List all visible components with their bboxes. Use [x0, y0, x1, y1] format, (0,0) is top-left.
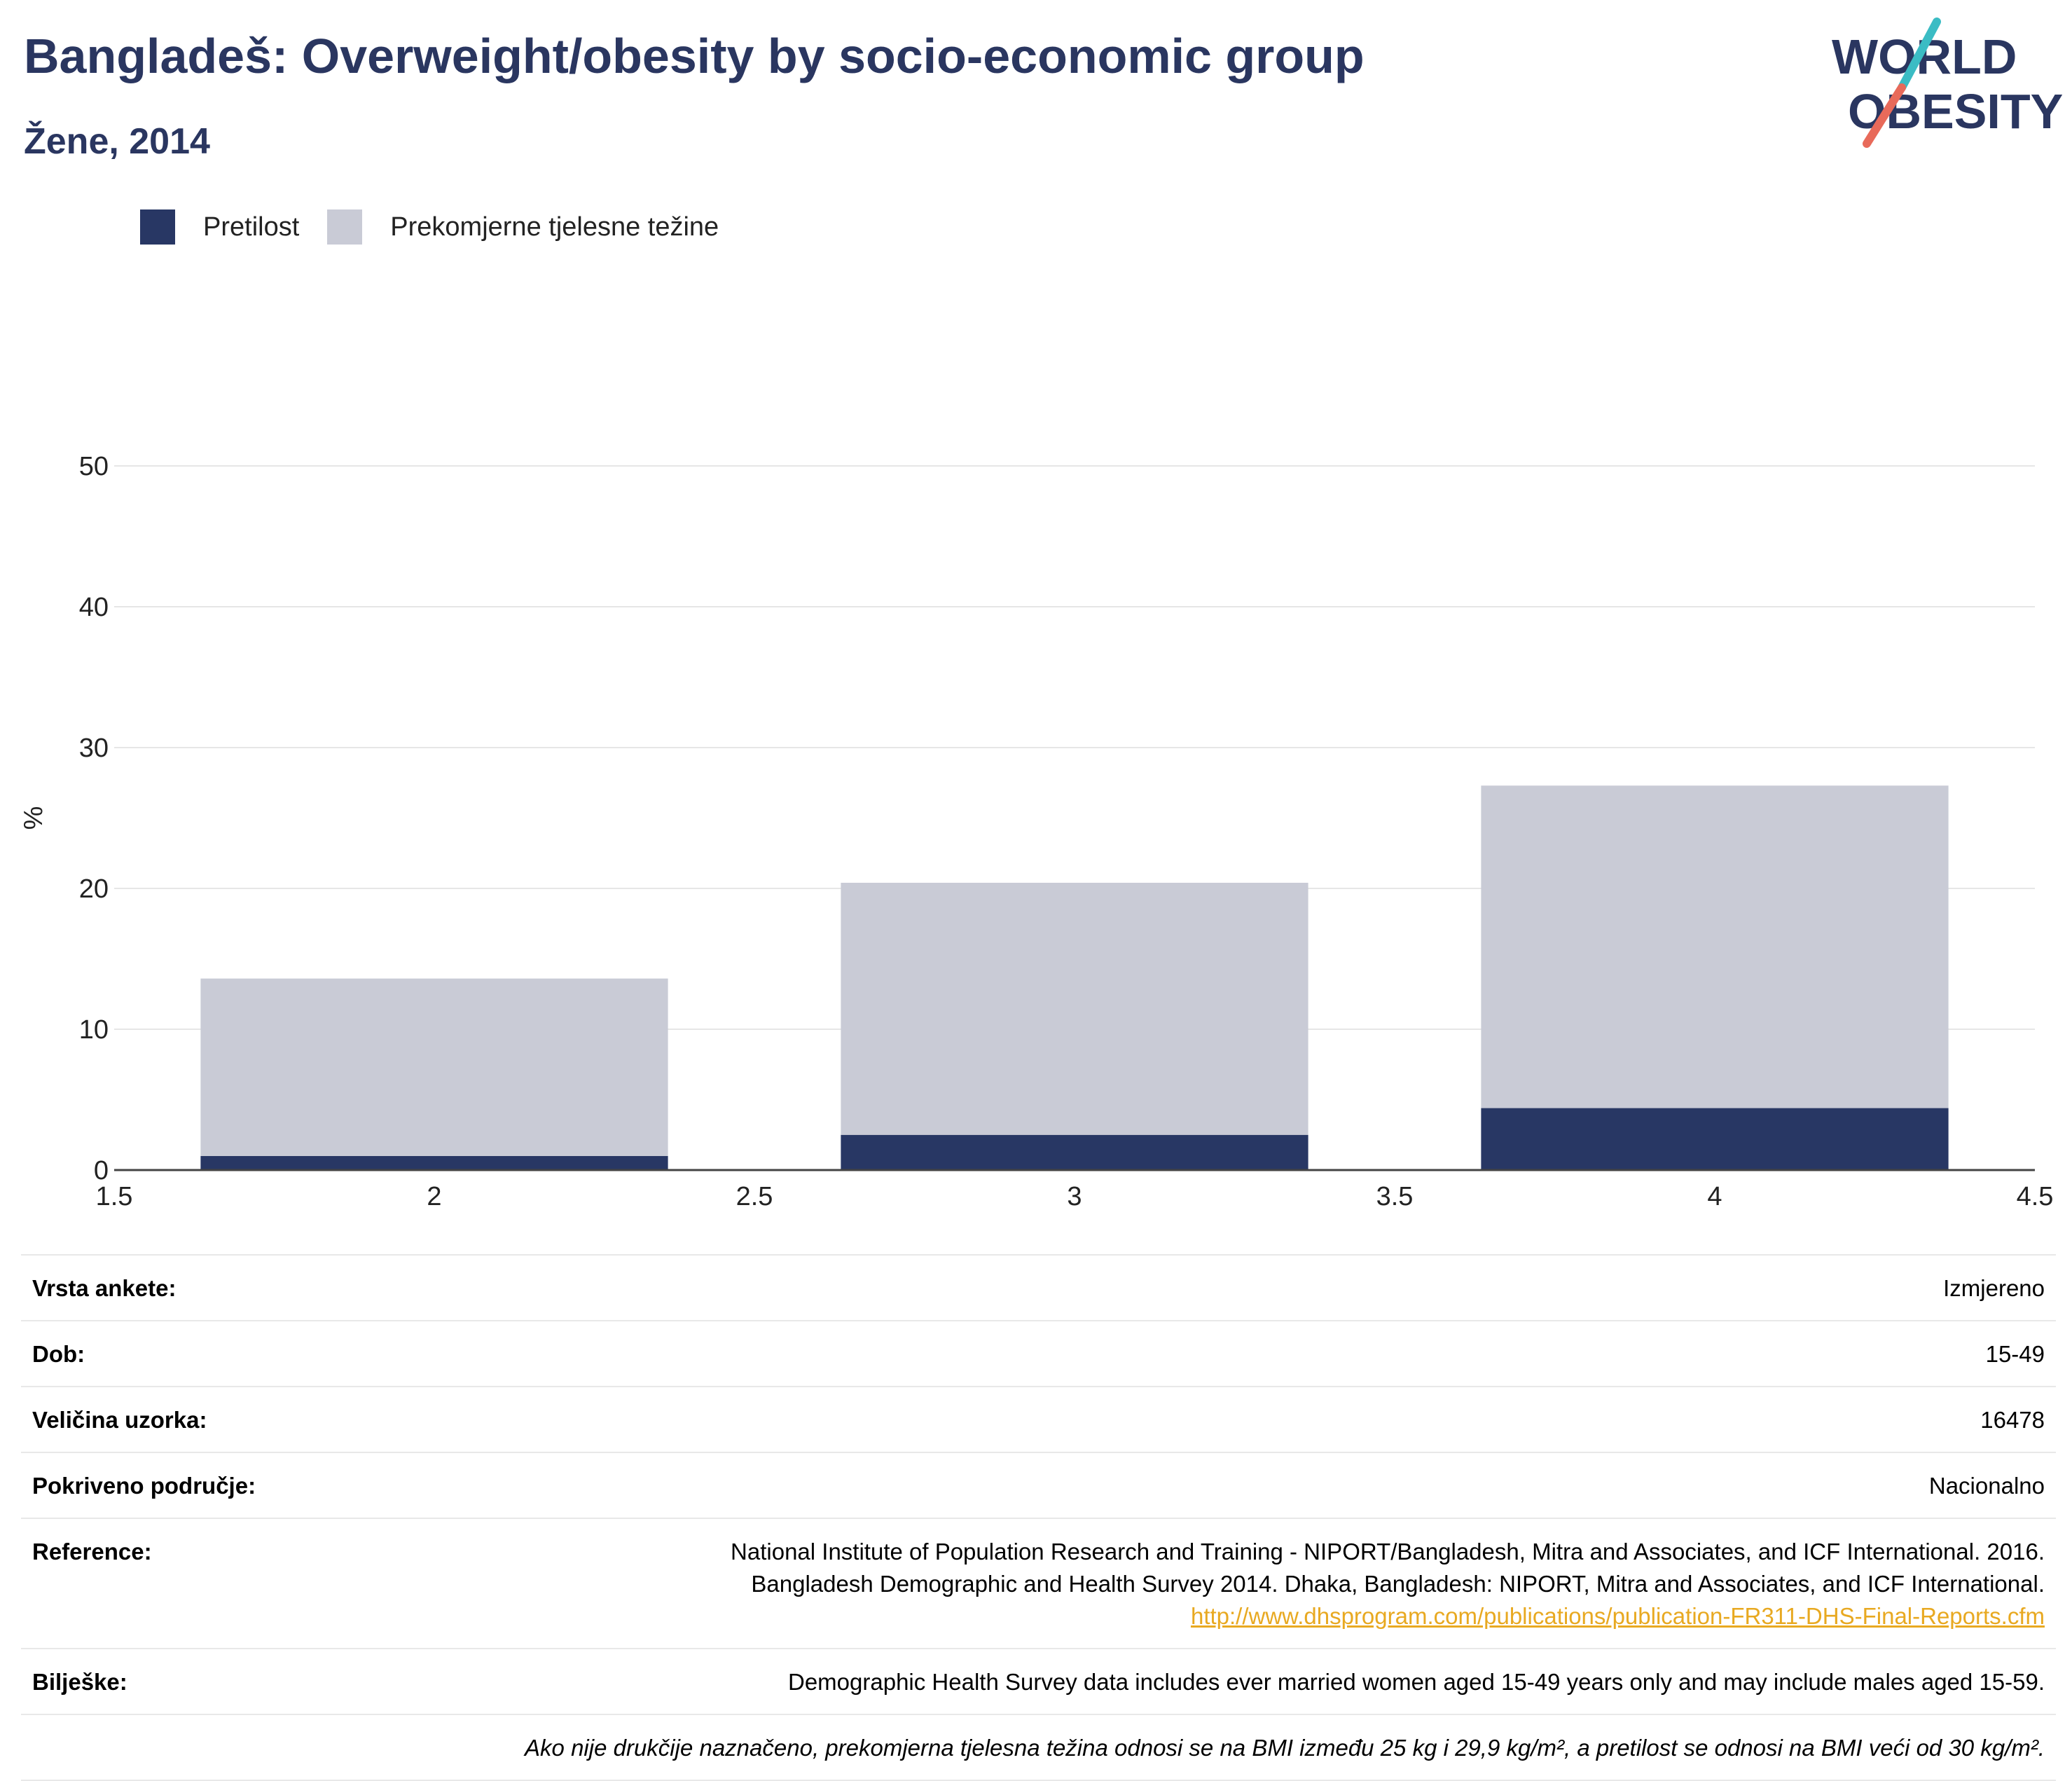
legend-item-overweight[interactable]: Prekomjerne tjelesne težine [327, 209, 719, 245]
y-tick-label: 50 [79, 452, 109, 481]
legend-swatch-obesity [140, 209, 175, 245]
info-value-coverage: Nacionalno [1928, 1473, 2045, 1499]
logo-slash-top [1898, 18, 1941, 92]
info-row-reference: Reference: National Institute of Populat… [21, 1519, 2056, 1649]
bar-chart: 0 10 20 30 40 50 1.5 2 2.5 3 3.5 4 4.5 % [19, 452, 2054, 1211]
info-value-survey-type: Izmjereno [1943, 1275, 2045, 1301]
info-row-footnote: Ako nije drukčije naznačeno, prekomjerna… [21, 1715, 2056, 1781]
chart-subtitle: Žene, 2014 [24, 121, 210, 162]
x-tick-label: 4.5 [2017, 1182, 2054, 1211]
y-tick-label: 30 [79, 734, 109, 763]
bar-obesity-3[interactable] [841, 1134, 1308, 1170]
bar-overweight-4[interactable] [1481, 785, 1949, 1108]
info-row-notes: Bilješke: Demographic Health Survey data… [21, 1649, 2056, 1715]
bar-obesity-2[interactable] [200, 1155, 668, 1170]
x-tick-label: 1.5 [96, 1182, 133, 1211]
info-label-reference: Reference: [32, 1539, 152, 1565]
info-label-coverage: Pokriveno područje: [32, 1473, 256, 1499]
bar-overweight-2[interactable] [200, 978, 668, 1156]
info-value-notes: Demographic Health Survey data includes … [788, 1669, 2045, 1695]
reference-line-2: Bangladesh Demographic and Health Survey… [751, 1571, 2045, 1597]
legend-label-obesity: Pretilost [203, 212, 300, 242]
info-row-coverage: Pokriveno područje: Nacionalno [21, 1453, 2056, 1519]
info-value-age: 15-49 [1985, 1341, 2045, 1367]
info-row-survey-type: Vrsta ankete: Izmjereno [21, 1256, 2056, 1321]
survey-info-table: Vrsta ankete: Izmjereno Dob: 15-49 Velič… [21, 1254, 2056, 1781]
chart-title: Bangladeš: Overweight/obesity by socio-e… [24, 29, 1365, 83]
logo-text-obesity: OBESITY [1848, 84, 2063, 139]
chart-legend: Pretilost Prekomjerne tjelesne težine [140, 207, 747, 247]
bar-overweight-3[interactable] [841, 882, 1308, 1135]
x-tick-label: 2 [427, 1182, 441, 1211]
info-label-age: Dob: [32, 1341, 85, 1367]
x-tick-label: 3.5 [1376, 1182, 1414, 1211]
legend-label-overweight: Prekomjerne tjelesne težine [390, 212, 719, 242]
y-tick-label: 0 [94, 1156, 109, 1185]
info-value-sample-size: 16478 [1980, 1407, 2045, 1433]
world-obesity-logo[interactable]: WORLD OBESITY [1828, 18, 2066, 151]
reference-line-1: National Institute of Population Researc… [731, 1539, 2045, 1565]
reference-link[interactable]: http://www.dhsprogram.com/publications/p… [1190, 1603, 2045, 1629]
info-value-reference: National Institute of Population Researc… [731, 1536, 2045, 1632]
y-tick-labels: 0 10 20 30 40 50 [79, 452, 109, 1185]
x-tick-labels: 1.5 2 2.5 3 3.5 4 4.5 [96, 1182, 2054, 1211]
y-tick-label: 40 [79, 593, 109, 622]
legend-swatch-overweight [327, 209, 363, 245]
y-tick-label: 20 [79, 874, 109, 904]
bmi-definition-footnote: Ako nije drukčije naznačeno, prekomjerna… [525, 1735, 2045, 1761]
info-label-notes: Bilješke: [32, 1669, 127, 1695]
y-tick-label: 10 [79, 1015, 109, 1045]
info-row-age: Dob: 15-49 [21, 1321, 2056, 1387]
bars [200, 785, 1949, 1170]
legend-item-obesity[interactable]: Pretilost [140, 209, 299, 245]
x-tick-label: 3 [1067, 1182, 1082, 1211]
info-label-sample-size: Veličina uzorka: [32, 1407, 207, 1433]
info-label-survey-type: Vrsta ankete: [32, 1275, 177, 1301]
x-tick-label: 2.5 [736, 1182, 773, 1211]
info-row-sample-size: Veličina uzorka: 16478 [21, 1387, 2056, 1453]
bar-obesity-4[interactable] [1481, 1108, 1949, 1170]
logo-slash-bottom [1863, 83, 1906, 148]
y-axis-label: % [19, 806, 48, 830]
x-tick-label: 4 [1707, 1182, 1722, 1211]
